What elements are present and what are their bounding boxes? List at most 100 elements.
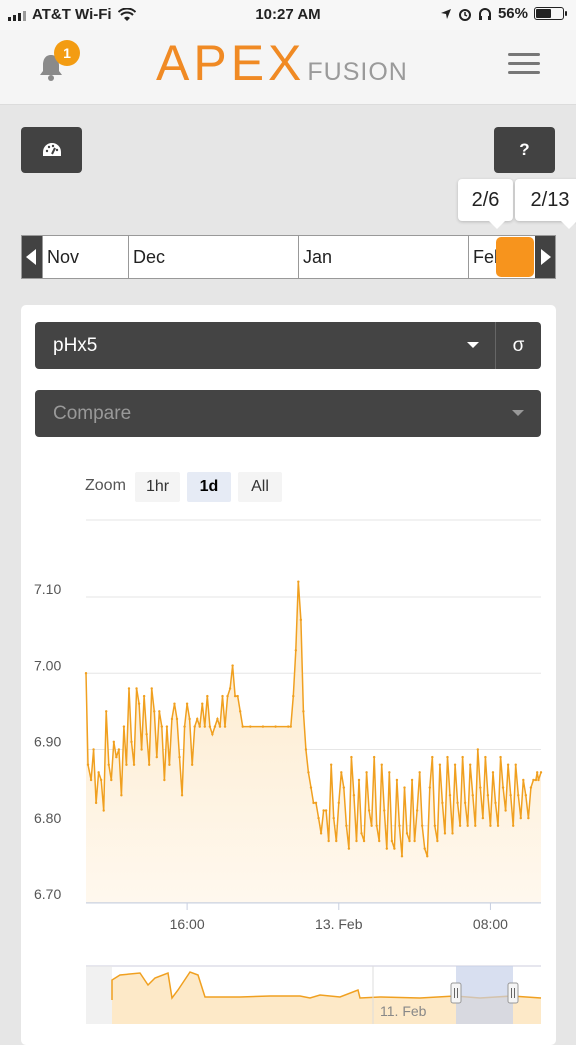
status-right: 56% bbox=[440, 5, 567, 22]
data-point bbox=[158, 710, 161, 713]
timeline-month: Dec bbox=[128, 236, 298, 278]
data-point bbox=[201, 702, 204, 705]
data-point bbox=[352, 794, 356, 797]
data-point bbox=[426, 855, 429, 858]
ph-chart[interactable]: 7.10 7.00 6.90 6.80 6.70 16:00 13. Feb 08:00 11.… bbox=[0, 0, 576, 1024]
navigator-handle[interactable] bbox=[450, 982, 462, 1004]
data-point bbox=[150, 687, 153, 690]
compare-select[interactable]: Compare bbox=[35, 390, 541, 437]
status-bar: AT&T Wi-Fi 10:27 AM 56% bbox=[0, 0, 576, 30]
data-point bbox=[375, 824, 378, 827]
data-point bbox=[94, 801, 98, 805]
data-point bbox=[307, 771, 310, 774]
data-point bbox=[208, 725, 212, 728]
data-point bbox=[274, 725, 277, 728]
data-point bbox=[405, 832, 409, 835]
data-point bbox=[372, 755, 376, 759]
data-point bbox=[413, 839, 416, 843]
notification-badge[interactable]: 1 bbox=[54, 40, 80, 66]
timeline-handle[interactable] bbox=[496, 237, 534, 277]
app-logo: APEX FUSION bbox=[156, 38, 408, 88]
zoom-1d-button[interactable]: 1d bbox=[187, 472, 231, 502]
data-point bbox=[196, 717, 199, 721]
data-point bbox=[120, 794, 123, 797]
data-point bbox=[496, 824, 500, 827]
data-point bbox=[231, 664, 234, 667]
data-point bbox=[342, 786, 346, 789]
data-point bbox=[105, 710, 108, 713]
data-point bbox=[84, 672, 88, 675]
data-point bbox=[415, 809, 419, 812]
data-point bbox=[532, 778, 535, 782]
data-point bbox=[107, 763, 110, 766]
data-point bbox=[431, 755, 434, 759]
navigator-handle[interactable] bbox=[507, 982, 519, 1004]
data-point bbox=[456, 801, 459, 805]
chevron-down-icon bbox=[512, 410, 524, 416]
data-point bbox=[494, 801, 497, 805]
data-point bbox=[469, 763, 472, 766]
data-point bbox=[327, 839, 330, 843]
help-button[interactable]: ? bbox=[494, 127, 555, 173]
data-point bbox=[514, 763, 517, 766]
data-point bbox=[115, 755, 118, 759]
data-point bbox=[142, 694, 146, 698]
data-point bbox=[221, 694, 224, 698]
data-point bbox=[153, 710, 156, 713]
sigma-button[interactable]: σ bbox=[495, 322, 541, 369]
data-point bbox=[188, 717, 191, 721]
chevron-right-icon bbox=[541, 249, 551, 265]
data-point bbox=[168, 763, 171, 766]
data-point bbox=[297, 580, 300, 583]
zoom-all-button[interactable]: All bbox=[238, 472, 282, 502]
data-point bbox=[491, 771, 495, 774]
data-point bbox=[355, 839, 358, 843]
data-point bbox=[319, 832, 323, 835]
data-point bbox=[228, 687, 232, 690]
data-point bbox=[400, 855, 404, 858]
navigator-selection[interactable] bbox=[456, 966, 513, 1024]
timeline-next-button[interactable] bbox=[535, 236, 555, 278]
data-point bbox=[524, 794, 528, 797]
data-point bbox=[218, 725, 222, 728]
navigator-label: 11. Feb bbox=[380, 1003, 427, 1019]
data-point bbox=[165, 725, 169, 728]
timeline-scrubber[interactable]: Nov Dec Jan Feb bbox=[21, 235, 556, 279]
timeline-prev-button[interactable] bbox=[22, 236, 42, 278]
data-point bbox=[390, 839, 394, 843]
data-point bbox=[340, 771, 343, 774]
probe-select[interactable]: pHx5 bbox=[35, 322, 495, 369]
data-point bbox=[223, 725, 227, 728]
data-point bbox=[408, 839, 411, 843]
data-point bbox=[236, 694, 239, 698]
data-point bbox=[287, 725, 290, 728]
data-point bbox=[261, 725, 265, 728]
data-point bbox=[393, 847, 396, 850]
data-point bbox=[481, 816, 485, 820]
data-point bbox=[125, 763, 128, 766]
x-tick-label: 08:00 bbox=[473, 916, 508, 932]
data-point bbox=[337, 801, 340, 805]
zoom-1hr-button[interactable]: 1hr bbox=[135, 472, 180, 502]
data-point bbox=[501, 786, 505, 789]
data-point bbox=[127, 687, 131, 690]
data-point bbox=[441, 801, 444, 805]
data-point bbox=[112, 740, 116, 744]
data-point bbox=[380, 763, 383, 766]
dashboard-button[interactable] bbox=[21, 127, 82, 173]
data-point bbox=[484, 755, 487, 759]
data-point bbox=[436, 839, 439, 843]
data-point bbox=[135, 687, 138, 690]
x-tick-label: 16:00 bbox=[170, 916, 205, 932]
data-point bbox=[185, 702, 189, 705]
data-point bbox=[299, 618, 303, 622]
data-point bbox=[216, 717, 219, 721]
data-point bbox=[350, 755, 353, 759]
menu-icon[interactable] bbox=[508, 53, 540, 75]
navigator-line bbox=[111, 971, 542, 1000]
signal-icon bbox=[8, 9, 26, 21]
data-point bbox=[289, 725, 292, 728]
data-point bbox=[420, 824, 424, 827]
data-point bbox=[180, 794, 184, 797]
data-point bbox=[529, 786, 533, 789]
